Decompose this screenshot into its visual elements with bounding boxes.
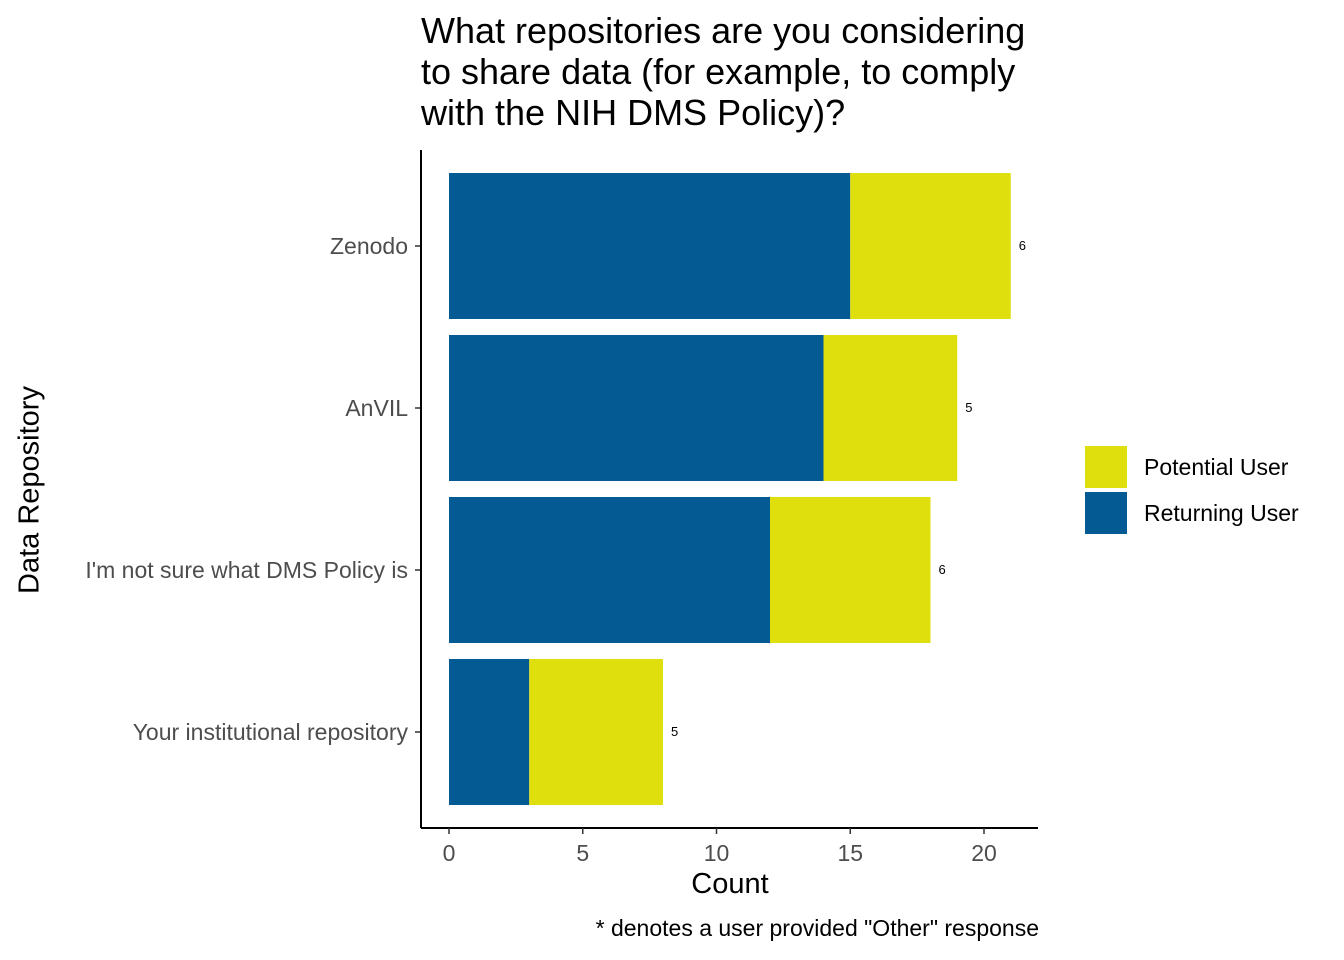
x-tick-label-15: 15 [837, 840, 863, 866]
x-tick-label-0: 0 [443, 840, 456, 866]
bar-returning-user-zenodo [449, 173, 851, 319]
bar-potential-user-i-m-not-sure-what-dms-policy-is [770, 497, 931, 643]
data-label-potential-user-anvil: 5 [965, 400, 972, 415]
x-axis-title: Count [691, 868, 769, 900]
x-tick-label-10: 10 [704, 840, 730, 866]
y-tick-label-i-m-not-sure-what-dms-policy-is: I'm not sure what DMS Policy is [85, 557, 408, 583]
chart-caption: * denotes a user provided "Other" respon… [595, 915, 1039, 941]
legend-item-potential-user: Potential User [1085, 444, 1299, 490]
legend-swatch-potential-user [1085, 446, 1127, 488]
bar-potential-user-anvil [823, 335, 958, 481]
legend: Potential User Returning User [1085, 444, 1299, 536]
x-tick-label-5: 5 [576, 840, 589, 866]
data-label-potential-user-your-institutional-repository: 5 [671, 724, 678, 739]
legend-item-returning-user: Returning User [1085, 490, 1299, 536]
y-tick-label-anvil: AnVIL [345, 395, 408, 421]
legend-swatch-returning-user [1085, 492, 1127, 534]
x-tick-label-20: 20 [971, 840, 997, 866]
bar-returning-user-your-institutional-repository [449, 659, 530, 805]
data-label-potential-user-i-m-not-sure-what-dms-policy-is: 6 [939, 562, 946, 577]
bar-returning-user-anvil [449, 335, 824, 481]
y-tick-label-your-institutional-repository: Your institutional repository [133, 719, 409, 745]
y-axis-title-wrap: Data Repository [10, 370, 50, 610]
y-axis-title: Data Repository [13, 386, 46, 594]
legend-label-returning-user: Returning User [1144, 499, 1299, 526]
bar-potential-user-your-institutional-repository [529, 659, 663, 805]
legend-label-potential-user: Potential User [1144, 453, 1289, 480]
bar-potential-user-zenodo [850, 173, 1011, 319]
bar-returning-user-i-m-not-sure-what-dms-policy-is [449, 497, 770, 643]
y-tick-label-zenodo: Zenodo [330, 233, 408, 259]
chart-title: What repositories are you considering to… [421, 10, 1026, 133]
data-label-potential-user-zenodo: 6 [1019, 238, 1026, 253]
